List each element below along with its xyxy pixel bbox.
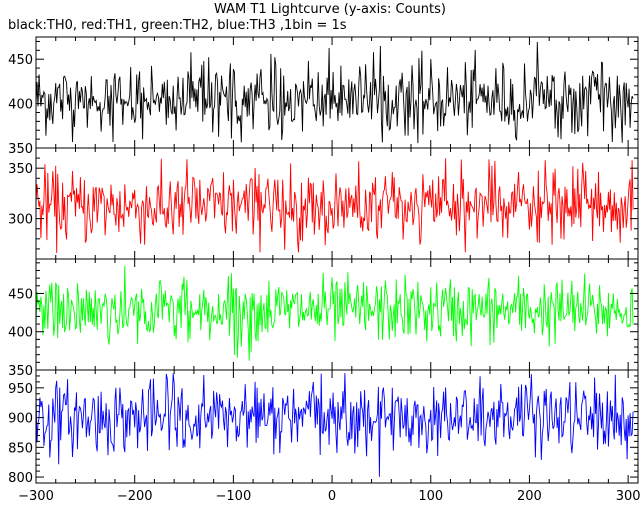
x-axis: −300 −200 −100 0 100 200 300: [18, 489, 640, 504]
x-tick-label: −100: [216, 489, 252, 504]
panel-th3: 800 850 900 950: [8, 369, 639, 486]
y-tick-label: 350: [8, 364, 33, 379]
panel-th2: 350 400 450: [8, 258, 639, 379]
y-tick-label: 350: [8, 162, 33, 177]
panel-th0: 350 400 450: [8, 36, 639, 157]
x-tick-label: 300: [616, 489, 641, 504]
x-tick-label: 100: [418, 489, 443, 504]
panel-th1: 300 350: [8, 147, 639, 260]
x-tick-label: 200: [517, 489, 542, 504]
y-tick-label: 950: [8, 382, 33, 397]
y-tick-label: 800: [8, 471, 33, 486]
x-tick-label: −300: [18, 489, 54, 504]
y-tick-label: 900: [8, 412, 33, 427]
chart-title: WAM T1 Lightcurve (y-axis: Counts): [214, 2, 446, 17]
y-tick-label: 850: [8, 441, 33, 456]
series-th0-line: [35, 41, 634, 144]
y-tick-label: 450: [8, 53, 33, 68]
chart-subtitle: black:TH0, red:TH1, green:TH2, blue:TH3 …: [8, 18, 347, 33]
y-tick-label: 400: [8, 326, 33, 341]
series-th1-line: [35, 158, 634, 254]
series-th2-line: [35, 265, 634, 361]
panels: 350 400 450 300 350 350 400 450 800 850 900 950: [8, 36, 639, 486]
y-tick-label: 400: [8, 98, 33, 113]
x-tick-label: −200: [117, 489, 153, 504]
y-tick-label: 450: [8, 287, 33, 302]
y-tick-label: 350: [8, 142, 33, 157]
x-tick-label: 0: [328, 489, 336, 504]
y-tick-label: 300: [8, 213, 33, 228]
series-th3-line: [35, 373, 634, 477]
panel-frame: [35, 369, 639, 484]
